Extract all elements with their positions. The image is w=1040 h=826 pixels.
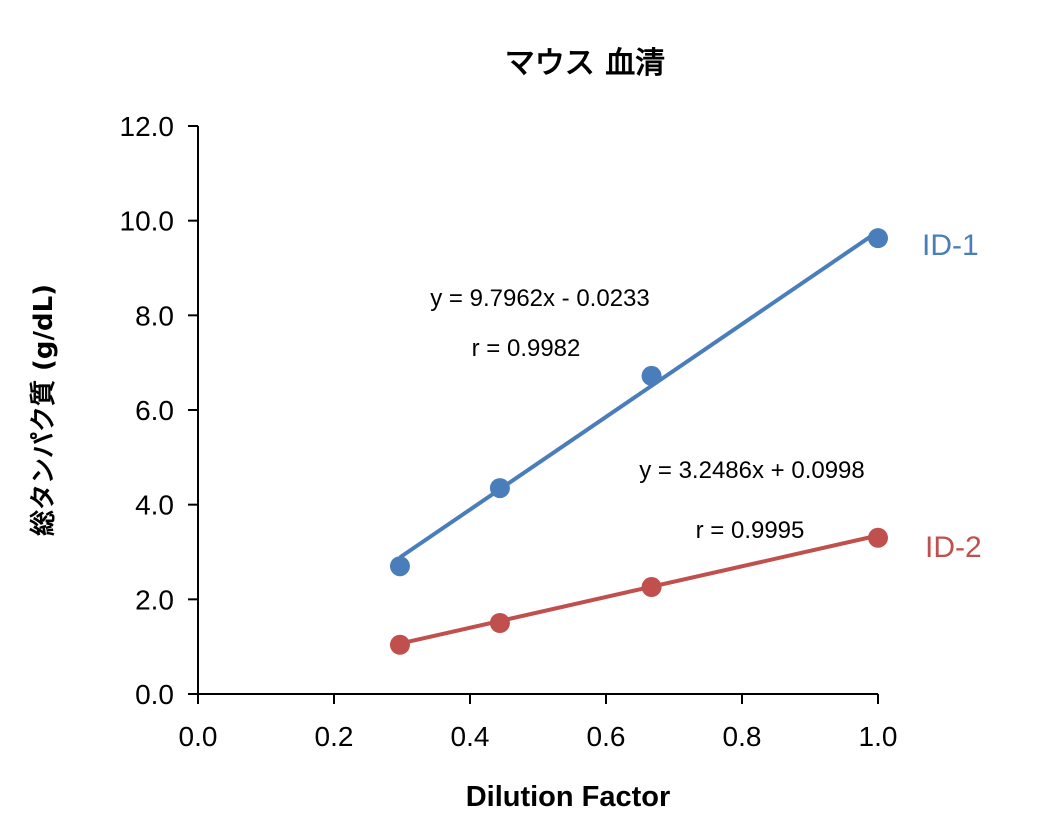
y-axis-label: 総タンパク質 (g/dL) bbox=[28, 284, 59, 536]
y-tick-label: 6.0 bbox=[135, 395, 174, 426]
y-tick-label: 4.0 bbox=[135, 490, 174, 521]
x-tick-label: 0.2 bbox=[315, 721, 354, 752]
x-tick-label: 0.4 bbox=[451, 721, 490, 752]
series-label-id-2: ID-2 bbox=[925, 531, 982, 564]
x-tick-label: 0.6 bbox=[587, 721, 626, 752]
trendline-id-2 bbox=[399, 533, 879, 646]
data-point-id-1 bbox=[868, 228, 888, 249]
data-point-id-2 bbox=[868, 527, 888, 548]
r-id-1: r = 0.9982 bbox=[472, 335, 581, 362]
x-axis-label: Dilution Factor bbox=[466, 781, 671, 813]
y-tick-label: 0.0 bbox=[135, 679, 174, 710]
equation-id-1: y = 9.7962x - 0.0233 bbox=[430, 285, 650, 312]
data-point-id-1 bbox=[641, 365, 662, 386]
data-point-id-2 bbox=[641, 577, 662, 598]
data-point-id-2 bbox=[389, 634, 410, 655]
y-tick-label: 2.0 bbox=[135, 584, 174, 615]
series-label-id-1: ID-1 bbox=[922, 229, 979, 262]
y-tick-label: 10.0 bbox=[120, 206, 175, 237]
data-point-id-2 bbox=[489, 613, 510, 633]
x-tick-label: 1.0 bbox=[859, 721, 898, 752]
y-tick-label: 8.0 bbox=[135, 300, 174, 331]
chart-title: マウス 血清 bbox=[505, 46, 665, 81]
y-tick-label: 12.0 bbox=[120, 111, 175, 142]
data-point-id-1 bbox=[489, 478, 510, 499]
x-tick-label: 0.8 bbox=[723, 721, 762, 752]
r-id-2: r = 0.9995 bbox=[696, 517, 805, 544]
x-tick-label: 0.0 bbox=[179, 721, 218, 752]
data-point-id-1 bbox=[389, 556, 410, 577]
equation-id-2: y = 3.2486x + 0.0998 bbox=[639, 457, 865, 484]
trendline-id-1 bbox=[398, 229, 880, 560]
